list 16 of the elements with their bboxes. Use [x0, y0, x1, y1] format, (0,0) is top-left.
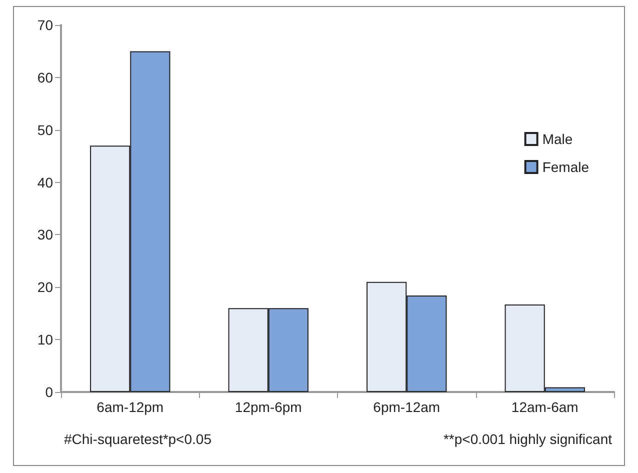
- y-tick-label: 60: [37, 69, 54, 86]
- y-tick-label: 30: [37, 226, 54, 243]
- y-tick-label: 0: [45, 384, 54, 400]
- y-tick-label: 20: [37, 279, 54, 296]
- x-tick-label: 12am-6am: [511, 399, 578, 415]
- y-tick-label: 70: [37, 17, 54, 33]
- x-tick-label: 6pm-12am: [373, 399, 440, 415]
- x-tick-label: 6am-12pm: [96, 399, 164, 415]
- y-tick-label: 40: [37, 174, 54, 190]
- y-tick-label: 50: [37, 122, 54, 138]
- text: **p<0.001 highly significant: [443, 431, 612, 447]
- x-tick-label: 12pm-6pm: [234, 399, 302, 415]
- y-tick-label: 10: [37, 332, 54, 348]
- text: #Chi-squaretest*p<0.05: [64, 431, 212, 447]
- legend-label: Female: [542, 159, 590, 175]
- legend-label: Male: [542, 131, 573, 147]
